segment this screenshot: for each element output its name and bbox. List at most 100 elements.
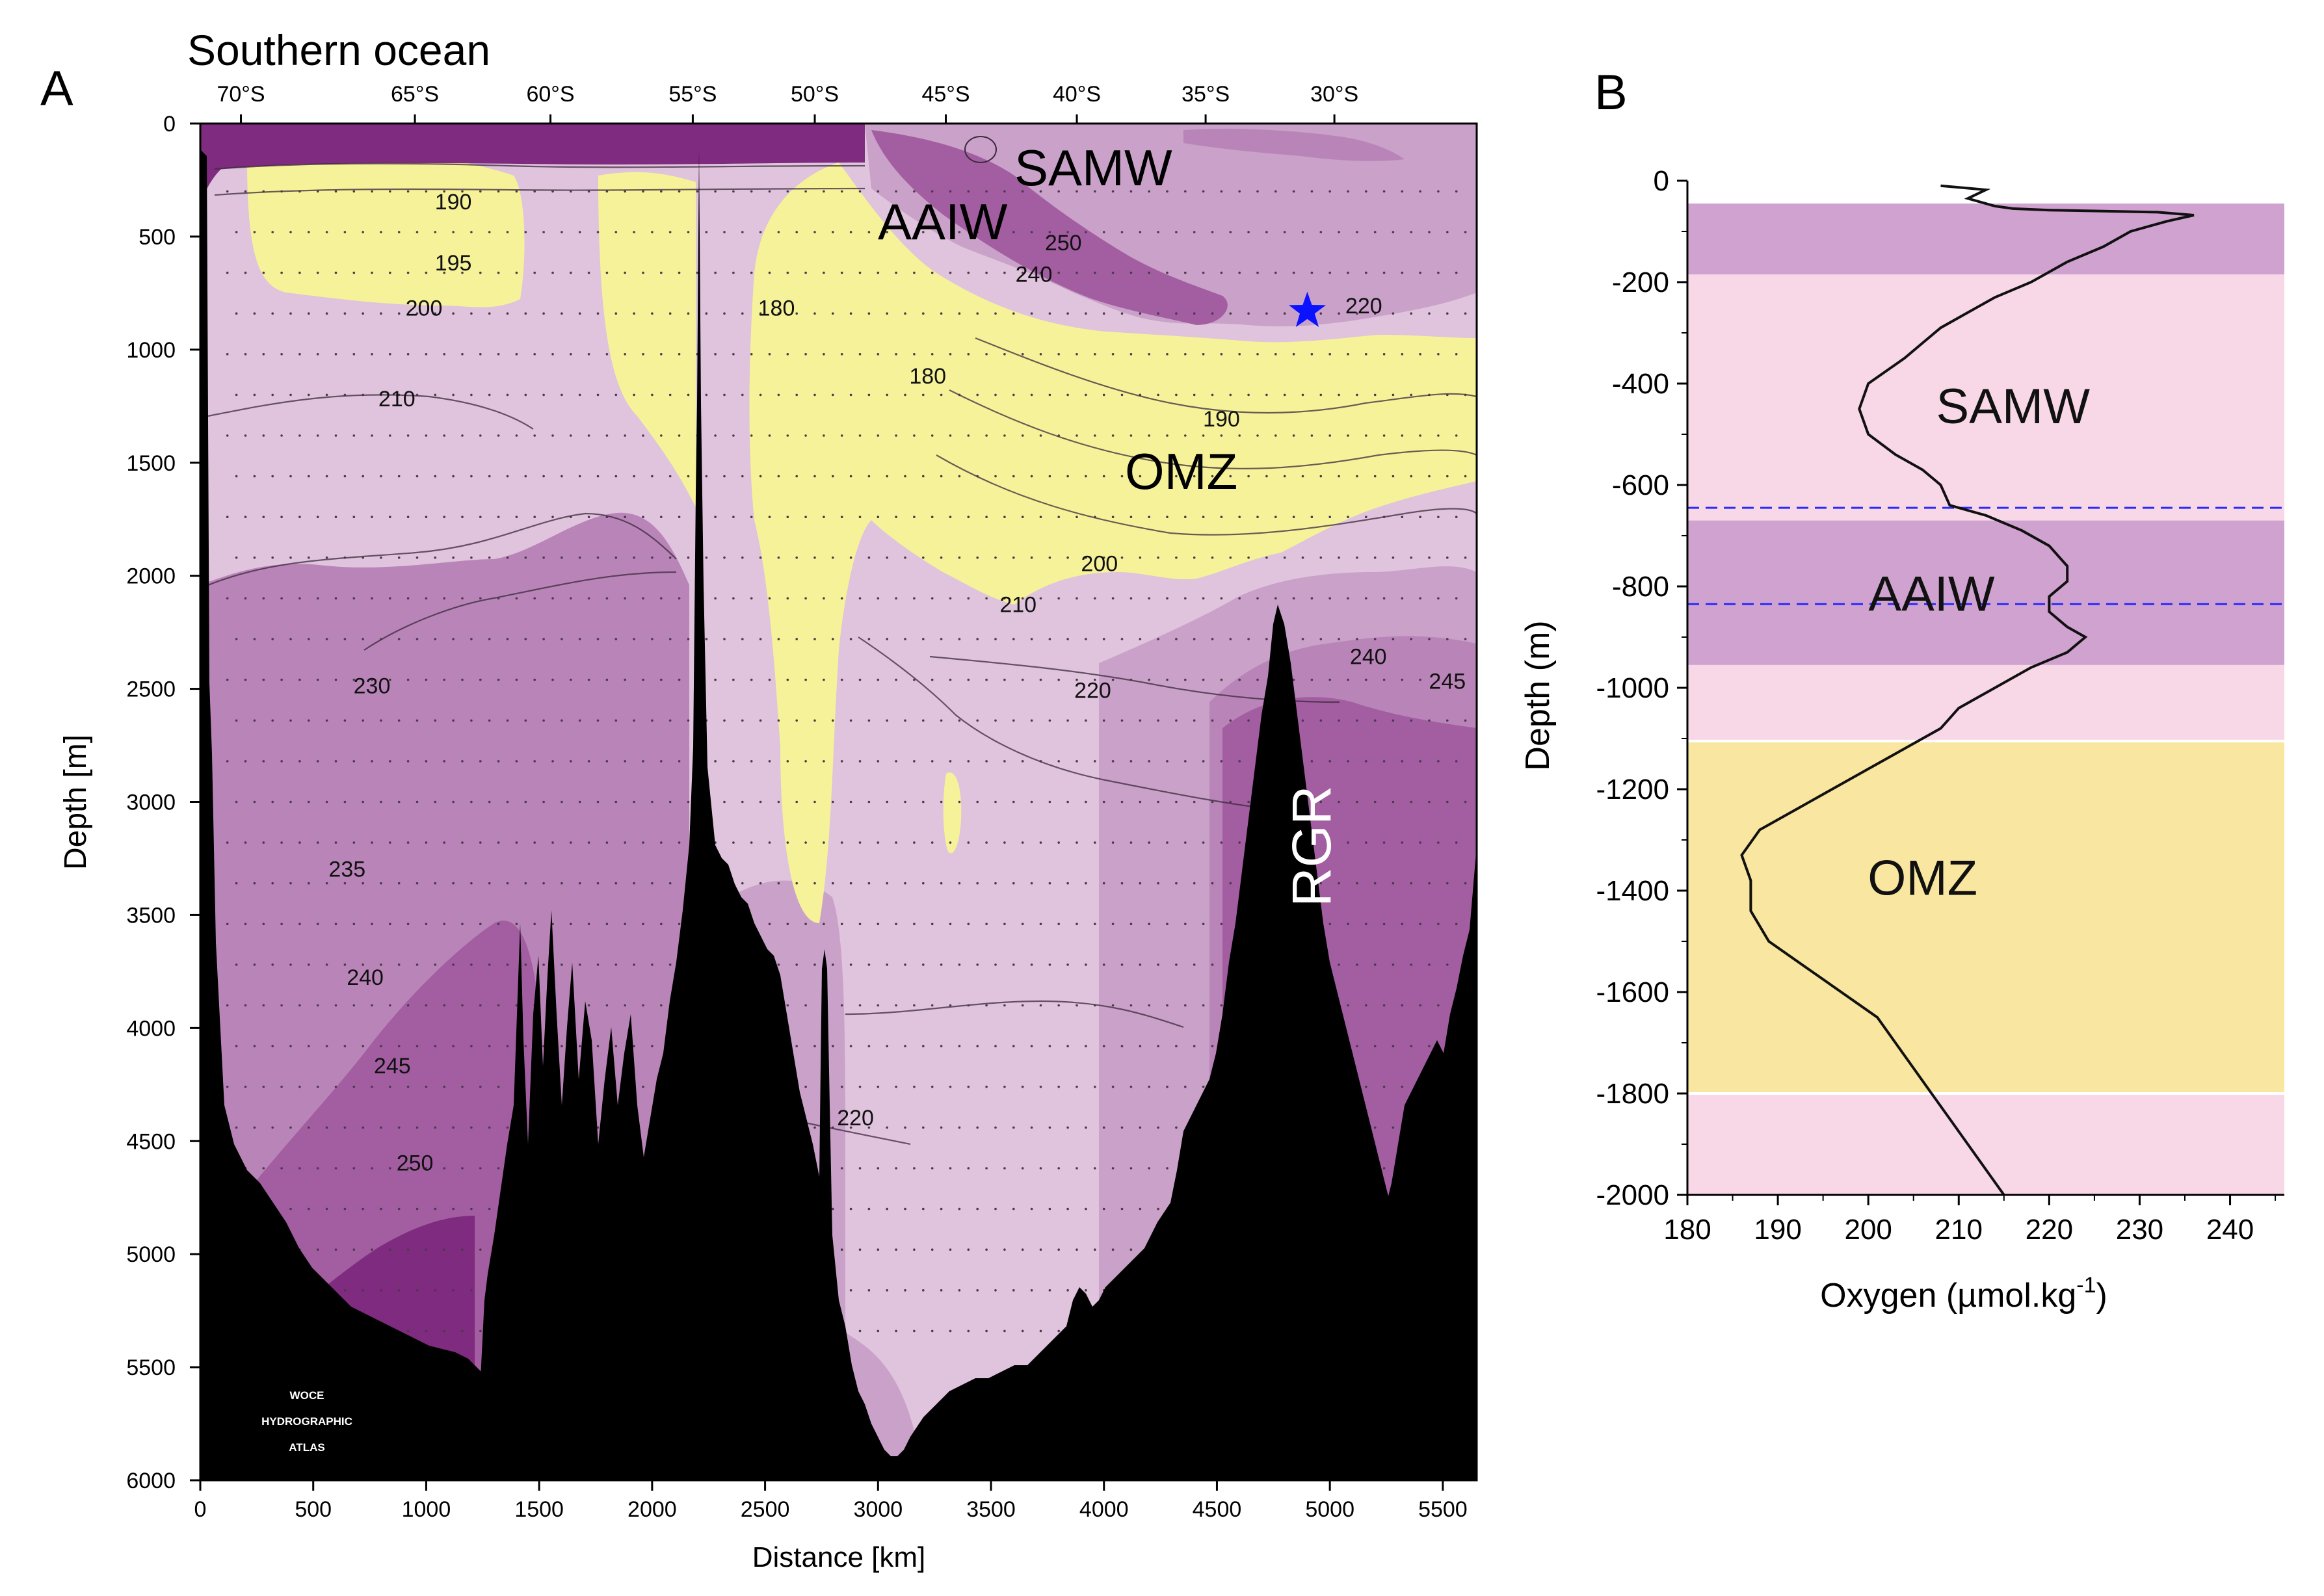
sample-dot xyxy=(732,760,735,763)
sample-dot xyxy=(371,1004,373,1007)
sample-dot xyxy=(1102,556,1105,559)
sample-dot xyxy=(1120,556,1124,559)
sample-dot xyxy=(542,312,545,315)
sample-dot xyxy=(380,312,382,315)
sample-dot xyxy=(741,882,744,885)
sample-dot xyxy=(895,1004,897,1007)
sample-dot xyxy=(289,312,292,315)
sample-dot xyxy=(1437,434,1440,437)
sample-dot xyxy=(849,1207,852,1210)
sample-dot xyxy=(813,963,816,966)
sample-dot xyxy=(886,1126,888,1129)
sample-dot xyxy=(271,312,274,315)
y-tick-label: -800 xyxy=(1612,571,1669,603)
sample-dot xyxy=(651,231,654,233)
sample-dot xyxy=(1148,841,1150,844)
sample-dot xyxy=(334,841,337,844)
x-tick-label: 240 xyxy=(2206,1214,2254,1246)
sample-dot xyxy=(858,1248,862,1251)
sample-dot xyxy=(940,882,943,885)
sample-dot xyxy=(570,922,572,926)
sample-dot xyxy=(406,841,410,844)
sample-dot xyxy=(832,1126,834,1129)
sample-dot xyxy=(1085,312,1087,315)
sample-dot xyxy=(1229,475,1232,478)
sample-dot xyxy=(1356,1045,1358,1047)
sample-dot xyxy=(1310,353,1314,356)
sample-dot xyxy=(967,271,970,274)
sample-dot xyxy=(1229,393,1232,397)
sample-dot xyxy=(1057,760,1060,763)
sample-dot xyxy=(406,1086,410,1088)
sample-dot xyxy=(1211,719,1214,722)
sample-dot xyxy=(1030,1126,1033,1129)
sample-dot xyxy=(1076,353,1078,356)
sample-dot xyxy=(976,1126,979,1129)
sample-dot xyxy=(678,190,681,193)
sample-dot xyxy=(1184,516,1187,518)
sample-dot xyxy=(967,434,970,437)
sample-dot xyxy=(416,800,419,804)
sample-dot xyxy=(768,597,771,600)
sample-dot xyxy=(515,841,518,844)
sample-dot xyxy=(443,1248,445,1251)
sample-dot xyxy=(1193,393,1196,397)
sample-dot xyxy=(949,841,952,844)
sample-dot xyxy=(308,882,310,885)
sample-dot xyxy=(1382,1004,1386,1007)
sample-dot xyxy=(1129,597,1133,600)
sample-dot xyxy=(1057,271,1060,274)
sample-dot xyxy=(858,760,862,763)
sample-dot xyxy=(1102,231,1105,233)
sample-dot xyxy=(1319,638,1323,640)
sample-dot xyxy=(226,516,229,518)
sample-dot xyxy=(308,1126,310,1129)
sample-dot xyxy=(1094,760,1096,763)
sample-dot xyxy=(849,556,852,559)
sample-dot xyxy=(1310,597,1314,600)
sample-dot xyxy=(994,1207,997,1210)
sample-dot xyxy=(1428,638,1431,640)
sample-dot xyxy=(1139,231,1142,233)
sample-dot xyxy=(642,353,644,356)
sample-dot xyxy=(1157,393,1159,397)
sample-dot xyxy=(1148,678,1150,681)
sample-dot xyxy=(1301,393,1304,397)
sample-dot xyxy=(561,475,563,478)
sample-dot xyxy=(280,597,283,600)
sample-dot xyxy=(1373,1045,1377,1047)
panel-a-y-label: Depth [m] xyxy=(59,735,93,870)
sample-dot xyxy=(967,1248,970,1251)
sample-dot xyxy=(389,760,391,763)
y-tick-label: 0 xyxy=(1654,165,1669,197)
sample-dot xyxy=(226,760,229,763)
sample-dot xyxy=(551,597,554,600)
sample-dot xyxy=(1012,475,1015,478)
sample-dot xyxy=(1166,678,1169,681)
sample-dot xyxy=(940,963,943,966)
sample-dot xyxy=(298,922,301,926)
sample-dot xyxy=(1328,190,1331,193)
band-yellow xyxy=(1687,740,2284,1093)
sample-dot xyxy=(226,190,229,193)
sample-dot xyxy=(253,963,256,966)
sample-dot xyxy=(308,231,310,233)
sample-dot xyxy=(1066,1289,1069,1292)
sample-dot xyxy=(235,1126,238,1129)
sample-dot xyxy=(1382,922,1386,926)
sample-dot xyxy=(461,760,464,763)
sample-dot xyxy=(1085,800,1087,804)
sample-dot xyxy=(1066,719,1069,722)
sample-dot xyxy=(1139,556,1142,559)
sample-dot xyxy=(308,1045,310,1047)
sample-dot xyxy=(976,1289,979,1292)
sample-dot xyxy=(316,190,319,193)
sample-dot xyxy=(1392,638,1395,640)
sample-dot xyxy=(1021,922,1024,926)
sample-dot xyxy=(352,271,356,274)
lat-tick-label: 30°S xyxy=(1310,82,1358,107)
sample-dot xyxy=(542,719,545,722)
sample-dot xyxy=(886,963,888,966)
sample-dot xyxy=(235,1045,238,1047)
sample-dot xyxy=(308,556,310,559)
